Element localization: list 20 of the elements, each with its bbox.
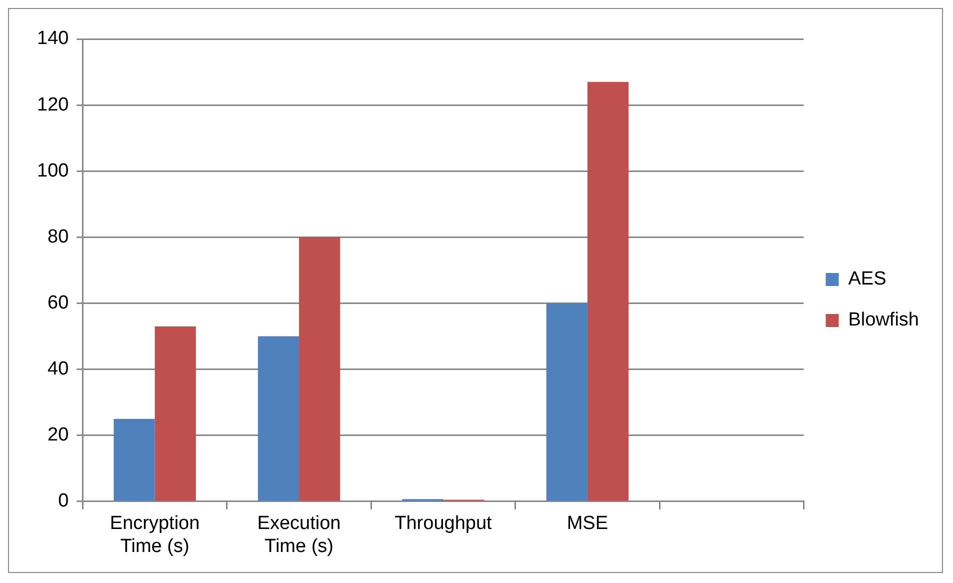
bar [587, 82, 629, 501]
x-tick-label: Throughput [394, 513, 493, 534]
y-tick-label: 40 [48, 358, 69, 380]
bar [114, 418, 155, 501]
y-tick-label: 80 [48, 226, 69, 248]
y-tick-label: 60 [48, 292, 69, 314]
bar [546, 303, 588, 501]
bar [258, 336, 300, 501]
bar [154, 326, 196, 501]
x-tick-label: Execution Time (s) [257, 513, 341, 557]
y-tick-label: 120 [37, 94, 69, 116]
y-tick-label: 140 [37, 28, 69, 50]
y-tick-label: 100 [37, 160, 69, 182]
y-tick-label: 0 [58, 490, 69, 512]
bar [299, 237, 340, 501]
x-tick-label: Encryption Time (s) [110, 513, 200, 557]
legend-label: AES [848, 268, 886, 290]
x-tick-label: MSE [566, 513, 608, 534]
y-tick-label: 20 [48, 424, 69, 446]
legend-label: Blowfish [848, 310, 919, 331]
